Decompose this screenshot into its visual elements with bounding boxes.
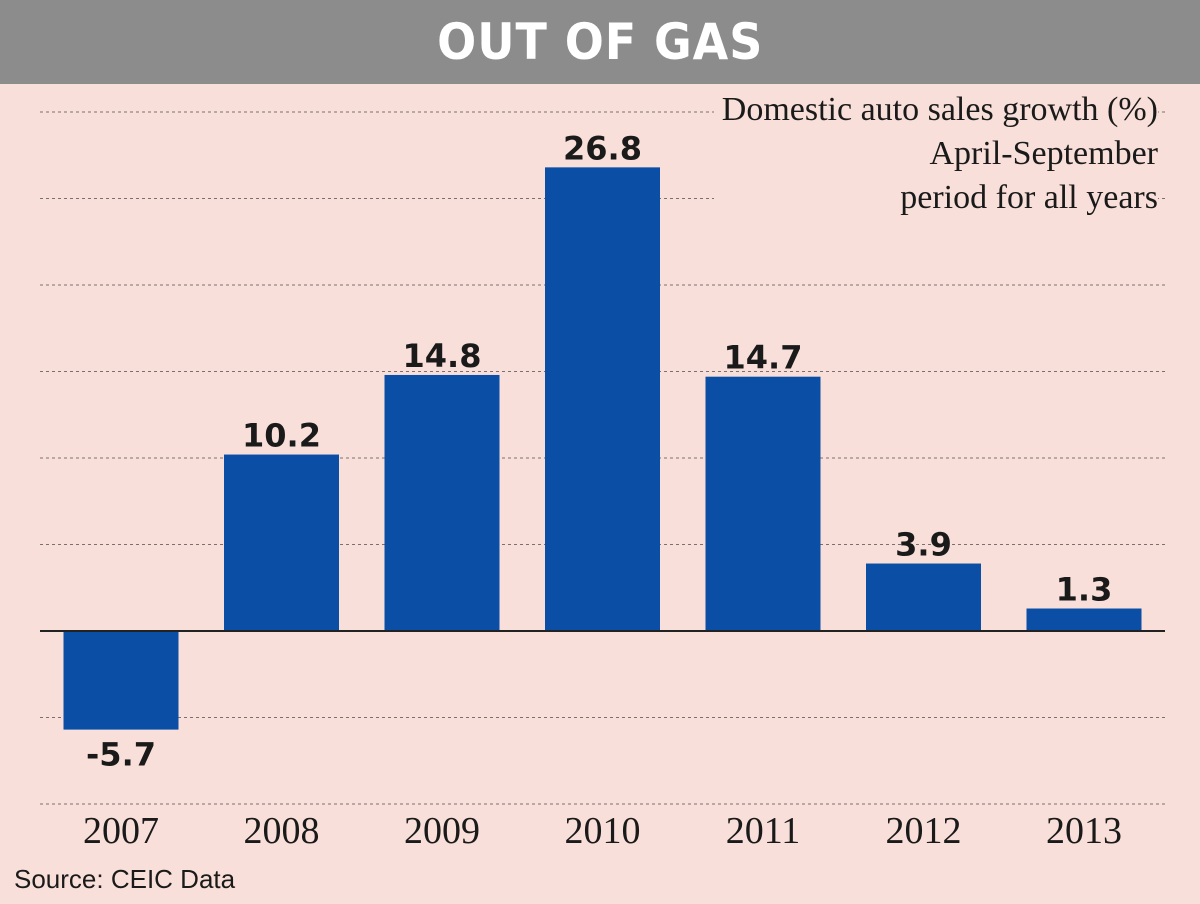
- x-tick-2013: 2013: [1046, 810, 1122, 852]
- data-label-2008: 10.2: [242, 417, 321, 455]
- x-tick-2008: 2008: [244, 810, 320, 852]
- x-tick-2012: 2012: [886, 810, 962, 852]
- data-label-2007: -5.7: [86, 736, 156, 774]
- chart-subtitle: Domestic auto sales growth (%) April-Sep…: [713, 88, 1158, 220]
- bars: [63, 167, 1142, 730]
- source-note: Source: CEIC Data: [14, 864, 236, 894]
- x-tick-labels: 2007 2008 2009 2010 2011 2012 2013: [83, 810, 1122, 852]
- bar-2009: [384, 374, 500, 631]
- subtitle-line-3: period for all years: [900, 176, 1158, 220]
- title-bar: OUT OF GAS: [0, 0, 1200, 84]
- data-label-2009: 14.8: [403, 337, 482, 375]
- bar-2010: [545, 167, 660, 632]
- x-tick-2009: 2009: [404, 810, 480, 852]
- subtitle-line-1: Domestic auto sales growth (%): [721, 88, 1158, 132]
- data-label-2012: 3.9: [895, 526, 952, 564]
- data-label-2010: 26.8: [563, 129, 642, 167]
- data-label-2013: 1.3: [1056, 571, 1113, 609]
- data-labels: -5.7 10.2 14.8 26.8 14.7 3.9 1.3: [86, 129, 1112, 773]
- chart-title: OUT OF GAS: [436, 13, 764, 71]
- bar-2008: [224, 454, 339, 631]
- bar-2011: [705, 376, 821, 631]
- x-tick-2010: 2010: [565, 810, 641, 852]
- subtitle-line-2: April-September: [929, 132, 1158, 176]
- x-tick-2007: 2007: [83, 810, 159, 852]
- bar-2007: [63, 631, 179, 730]
- x-tick-2011: 2011: [726, 810, 801, 852]
- bar-2013: [1026, 608, 1142, 631]
- bar-2012: [866, 563, 981, 631]
- data-label-2011: 14.7: [724, 339, 803, 377]
